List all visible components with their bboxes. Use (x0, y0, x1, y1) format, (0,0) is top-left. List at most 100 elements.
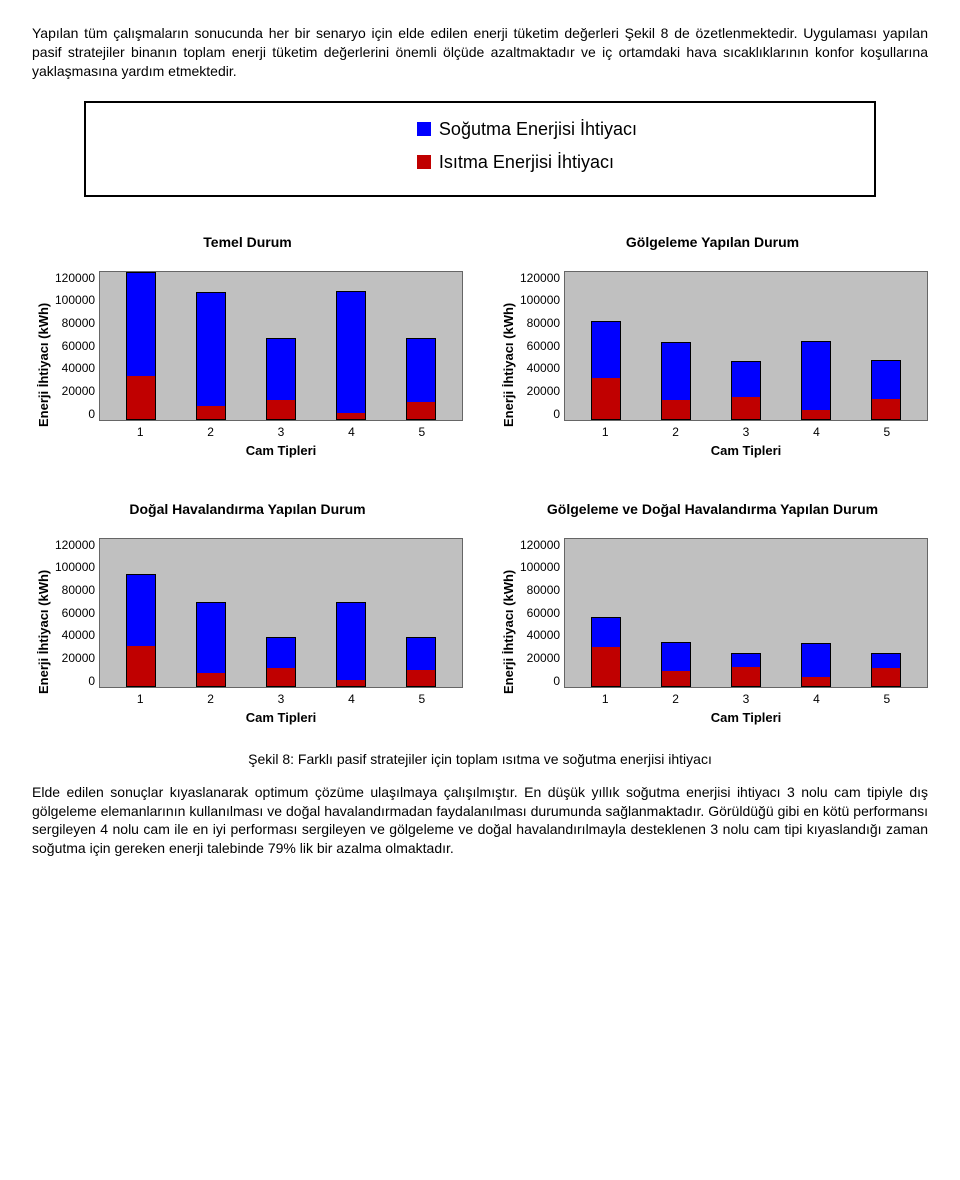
bar-segment-cooling (337, 292, 365, 413)
y-ticks: 120000100000800006000040000200000 (55, 271, 99, 421)
y-tick: 80000 (527, 316, 560, 330)
bar-segment-heating (592, 647, 620, 686)
x-tick: 4 (813, 692, 820, 706)
chart-1: Gölgeleme Yapılan DurumEnerji İhtiyacı (… (497, 225, 928, 458)
x-tick: 4 (348, 692, 355, 706)
chart-title: Doğal Havalandırma Yapılan Durum (32, 492, 463, 526)
bar-segment-cooling (732, 654, 760, 667)
bar-segment-heating (337, 413, 365, 419)
charts-grid: Temel DurumEnerji İhtiyacı (kWh)12000010… (32, 225, 928, 725)
y-tick: 0 (553, 674, 560, 688)
bar-segment-heating (267, 400, 295, 418)
plot-area (99, 271, 463, 421)
bar-segment-heating (197, 406, 225, 418)
y-tick: 100000 (55, 293, 95, 307)
x-tick: 5 (883, 425, 890, 439)
x-ticks: 12345 (99, 688, 463, 708)
legend-swatch-heating (417, 155, 431, 169)
intro-paragraph: Yapılan tüm çalışmaların sonucunda her b… (32, 24, 928, 81)
y-tick: 100000 (520, 560, 560, 574)
y-axis-label: Enerji İhtiyacı (kWh) (32, 538, 55, 725)
bar-segment-cooling (127, 273, 155, 375)
x-axis-label: Cam Tipleri (564, 443, 928, 458)
bar (871, 360, 901, 420)
y-ticks: 120000100000800006000040000200000 (520, 271, 564, 421)
legend-label-heating: Isıtma Enerjisi İhtiyacı (439, 152, 614, 173)
x-tick: 1 (137, 425, 144, 439)
y-axis-label: Enerji İhtiyacı (kWh) (497, 271, 520, 458)
chart-frame: Enerji İhtiyacı (kWh)120000 100000 80000 60… (32, 271, 463, 458)
chart-title: Temel Durum (32, 225, 463, 259)
closing-paragraph: Elde edilen sonuçlar kıyaslanarak optimu… (32, 783, 928, 859)
bar-segment-cooling (732, 362, 760, 397)
x-tick: 1 (137, 692, 144, 706)
x-tick: 1 (602, 692, 609, 706)
y-tick: 60000 (527, 606, 560, 620)
bar-segment-heating (662, 671, 690, 685)
bar (336, 291, 366, 420)
x-axis-label: Cam Tipleri (99, 443, 463, 458)
bar-segment-cooling (872, 654, 900, 668)
x-ticks: 12345 (564, 421, 928, 441)
bar (126, 272, 156, 420)
bar (661, 342, 691, 420)
y-tick: 120000 (520, 271, 560, 285)
y-tick: 40000 (527, 628, 560, 642)
bar-segment-cooling (662, 643, 690, 672)
x-tick: 3 (278, 425, 285, 439)
x-tick: 5 (883, 692, 890, 706)
bar-segment-heating (802, 677, 830, 685)
bar-segment-heating (267, 668, 295, 686)
x-tick: 3 (743, 692, 750, 706)
y-tick: 100000 (55, 560, 95, 574)
bar (266, 338, 296, 419)
bar-segment-cooling (127, 575, 155, 646)
bar (196, 292, 226, 420)
bar (196, 602, 226, 687)
bar (801, 643, 831, 687)
x-tick: 3 (278, 692, 285, 706)
chart-frame: Enerji İhtiyacı (kWh)1200001000008000060… (32, 538, 463, 725)
y-tick: 120000 (55, 271, 95, 285)
x-ticks: 12345 (99, 421, 463, 441)
y-tick: 80000 (527, 583, 560, 597)
x-axis-label: Cam Tipleri (99, 710, 463, 725)
y-tick: 80000 (62, 316, 95, 330)
bar (266, 637, 296, 687)
legend-label-cooling: Soğutma Enerjisi İhtiyacı (439, 119, 637, 140)
x-tick: 2 (672, 692, 679, 706)
y-axis-label: Enerji İhtiyacı (kWh) (32, 271, 55, 458)
y-ticks: 120000100000800006000040000200000 (55, 538, 99, 688)
x-tick: 5 (418, 425, 425, 439)
bar (336, 602, 366, 687)
y-tick: 60000 (62, 606, 95, 620)
chart-frame: Enerji İhtiyacı (kWh)120000 100000 80000 60… (497, 271, 928, 458)
bar-segment-cooling (337, 603, 365, 680)
y-tick: 60000 (527, 339, 560, 353)
y-tick: 60000 (62, 339, 95, 353)
y-tick: 0 (88, 674, 95, 688)
x-tick: 2 (207, 425, 214, 439)
bar-segment-cooling (802, 342, 830, 410)
chart-2: Doğal Havalandırma Yapılan Durum Enerji İ… (32, 492, 463, 725)
legend-item-heating: Isıtma Enerjisi İhtiyacı (417, 152, 874, 173)
bar-segment-heating (127, 376, 155, 419)
y-tick: 20000 (527, 384, 560, 398)
bar-segment-cooling (662, 343, 690, 400)
bar (126, 574, 156, 687)
y-tick: 0 (553, 407, 560, 421)
bar-segment-cooling (407, 339, 435, 401)
bar (661, 642, 691, 687)
y-tick: 80000 (62, 583, 95, 597)
bar (406, 338, 436, 419)
bar-segment-heating (872, 399, 900, 418)
x-tick: 3 (743, 425, 750, 439)
y-tick: 40000 (62, 361, 95, 375)
legend-box: Soğutma Enerjisi İhtiyacı Isıtma Enerjis… (84, 101, 876, 197)
chart-title: Gölgeleme ve Doğal Havalandırma Yapılan … (497, 492, 928, 526)
x-tick: 5 (418, 692, 425, 706)
y-tick: 20000 (62, 651, 95, 665)
legend-swatch-cooling (417, 122, 431, 136)
y-tick: 100000 (520, 293, 560, 307)
x-tick: 4 (813, 425, 820, 439)
